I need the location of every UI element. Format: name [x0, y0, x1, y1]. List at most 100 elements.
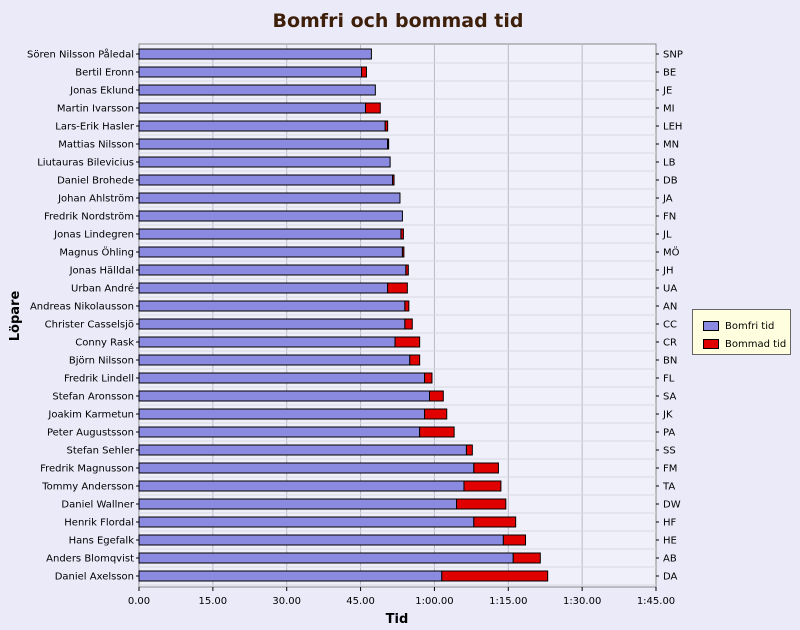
bar-bommad	[401, 246, 405, 258]
right-tick-label: SS	[663, 446, 676, 457]
right-tick-label: DA	[663, 572, 678, 583]
bar-bomfri	[138, 444, 467, 456]
y-tick-label: Joakim Karmetun	[47, 410, 134, 421]
bar-bomfri	[138, 336, 396, 348]
y-tick-label: Daniel Wallner	[61, 500, 134, 511]
x-tick-label: 45.00	[346, 596, 375, 607]
y-tick-label: Bertil Eronn	[75, 68, 134, 79]
y-tick-label: Liutauras Bilevicius	[37, 158, 134, 169]
bar-bomfri	[138, 138, 389, 150]
bar-bomfri	[138, 318, 406, 330]
right-tick-label: JA	[662, 194, 673, 205]
y-tick-label: Conny Rask	[75, 338, 134, 349]
right-tick-label: FL	[663, 374, 675, 385]
grid-lines	[139, 44, 656, 587]
y-tick-label: Björn Nilsson	[69, 356, 134, 367]
x-tick-label: 1:00.00	[415, 596, 453, 607]
right-tick-label: JH	[662, 266, 673, 277]
legend-swatch-bommad	[703, 339, 719, 349]
bar-bommad	[361, 66, 367, 78]
right-tick-label: JL	[662, 230, 672, 241]
bar-bomfri	[138, 48, 372, 60]
y-tick-label: Jonas Lindegren	[53, 230, 134, 241]
y-tick-label: Hans Egefalk	[69, 536, 135, 547]
bar-bommad	[473, 462, 499, 474]
y-tick-label: Mattias Nilsson	[58, 140, 134, 151]
right-tick-label: LEH	[663, 122, 682, 133]
bar-bommad	[512, 552, 541, 564]
x-tick-label: 30.00	[272, 596, 301, 607]
y-tick-label: Tommy Andersson	[41, 482, 134, 493]
bar-bomfri	[138, 516, 475, 528]
x-tick-label: 0.00	[128, 596, 150, 607]
right-tick-label: UA	[663, 284, 677, 295]
x-tick-label: 1:30.00	[563, 596, 601, 607]
bar-bomfri	[138, 246, 403, 258]
bar-bomfri	[138, 498, 458, 510]
x-tick-label: 1:15.00	[489, 596, 527, 607]
bar-bomfri	[138, 156, 391, 168]
bar-bommad	[456, 498, 507, 510]
y-tick-label: Christer Casselsjö	[45, 320, 134, 331]
right-tick-label: CC	[663, 320, 677, 331]
right-tick-label: BE	[663, 68, 676, 79]
y-tick-label: Fredrik Lindell	[64, 374, 134, 385]
right-tick-label: HF	[663, 518, 677, 529]
bar-bommad	[429, 390, 444, 402]
bar-bommad	[364, 102, 381, 114]
y-tick-label: Daniel Brohede	[57, 176, 134, 187]
bar-bommad	[424, 408, 448, 420]
bar-bomfri	[138, 210, 403, 222]
bar-bomfri	[138, 570, 443, 582]
right-tick-label: AN	[663, 302, 677, 313]
bar-bommad	[463, 480, 502, 492]
bar-bommad	[384, 120, 389, 132]
bar-bommad	[387, 138, 390, 150]
right-tick-label: TA	[662, 482, 675, 493]
legend-item-bomfri: Bomfri tid	[703, 319, 774, 333]
y-tick-label: Jonas Eklund	[69, 86, 134, 97]
bar-bommad	[405, 264, 409, 276]
bar-bommad	[404, 300, 410, 312]
bar-bommad	[473, 516, 517, 528]
y-tick-label: Magnus Öhling	[59, 246, 134, 259]
right-tick-label: JK	[662, 410, 673, 421]
y-tick-label: Fredrik Magnusson	[40, 464, 134, 475]
bar-bomfri	[138, 84, 376, 96]
bar-bomfri	[138, 408, 426, 420]
y-tick-label: Lars-Erik Hasler	[55, 122, 135, 133]
x-tick-labels: 0.00 15.00 30.00 45.00 1:00.00 1:15.00 1:30.00…	[128, 587, 675, 607]
bar-bomfri	[138, 66, 363, 78]
y-tick-label: Andreas Nikolausson	[30, 302, 134, 313]
y-tick-label: Henrik Flordal	[64, 518, 134, 529]
right-tick-label: BN	[663, 356, 677, 367]
bar-bommad	[392, 174, 395, 186]
bar-bommad	[409, 354, 421, 366]
y-tick-label: Peter Augustsson	[47, 428, 134, 439]
bar-bommad	[394, 336, 421, 348]
right-tick-label: MN	[663, 140, 679, 151]
y-tick-label: Fredrik Nordström	[44, 212, 134, 223]
bar-bomfri	[138, 174, 394, 186]
bar-bomfri	[138, 372, 426, 384]
bar-bomfri	[138, 102, 366, 114]
bar-bommad	[419, 426, 455, 438]
right-tick-labels: SNP BE JE MI LEH MN LB DB JA FN JL MÖ JH UA AN CC CR BN FL…	[656, 50, 683, 583]
y-tick-labels: Sören Nilsson Påledal Bertil Eronn Jonas E…	[27, 48, 139, 583]
y-tick-label: Johan Ahlström	[57, 194, 134, 205]
bar-bomfri	[138, 534, 504, 546]
legend: Bomfri tid Bommad tid	[692, 309, 791, 355]
legend-label-bommad: Bommad tid	[725, 338, 787, 350]
bar-bommad	[502, 534, 527, 546]
right-tick-label: MÖ	[663, 246, 680, 259]
y-tick-label: Jonas Hälldal	[69, 266, 134, 277]
right-tick-label: FM	[663, 464, 677, 475]
bar-bommad	[387, 282, 408, 294]
bar-bommad	[441, 570, 549, 582]
right-tick-label: FN	[663, 212, 676, 223]
right-tick-label: CR	[663, 338, 677, 349]
bar-bomfri	[138, 462, 475, 474]
bar-bommad	[424, 372, 433, 384]
y-tick-label: Martin Ivarsson	[57, 104, 134, 115]
